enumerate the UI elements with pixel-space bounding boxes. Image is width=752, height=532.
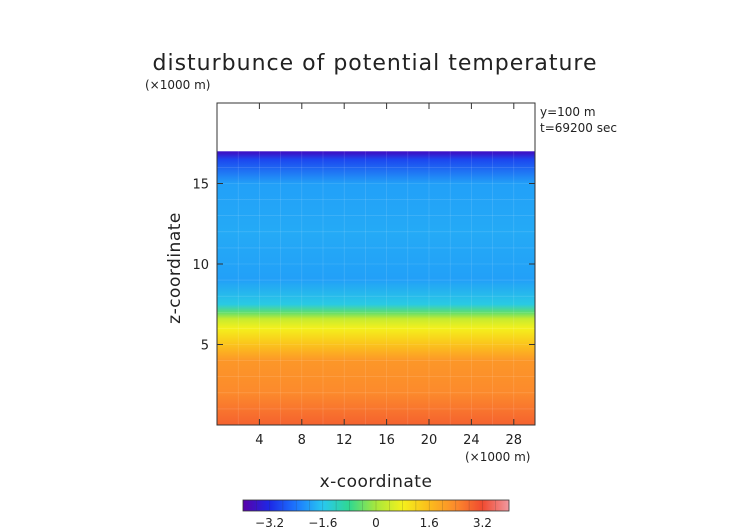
x-tick-label: 24 <box>463 433 480 448</box>
colorbar-tick-label: 3.2 <box>473 516 492 530</box>
colorbar-tick-label: −3.2 <box>255 516 284 530</box>
annotation-t: t=69200 sec <box>540 121 617 135</box>
colorbar: −3.2 −1.6 0 1.6 3.2 <box>242 499 510 530</box>
gridlines <box>217 151 535 425</box>
colorbar-ticks: −3.2 −1.6 0 1.6 3.2 <box>255 500 496 530</box>
x-tick-label: 16 <box>378 433 395 448</box>
y-axis: 5 10 15 <box>192 178 535 354</box>
x-tick-label: 8 <box>298 433 306 448</box>
x-tick-label: 28 <box>506 433 523 448</box>
chart-title: disturbunce of potential temperature <box>153 51 598 76</box>
y-tick-label: 15 <box>192 178 209 193</box>
annotation-y: y=100 m <box>540 105 596 119</box>
x-tick-label: 20 <box>421 433 438 448</box>
colorbar-tick-label: −1.6 <box>308 516 337 530</box>
colorbar-tick-label: 1.6 <box>420 516 439 530</box>
colorbar-tick-label: 0 <box>372 516 380 530</box>
y-unit-label: (×1000 m) <box>145 78 210 92</box>
heatmap-field <box>217 151 535 426</box>
colorbar-bar <box>242 499 510 512</box>
x-tick-label: 4 <box>255 433 263 448</box>
x-axis: 4 8 12 16 20 24 28 <box>255 103 522 448</box>
x-axis-label: x-coordinate <box>320 472 433 492</box>
y-axis-label: z-coordinate <box>165 212 185 324</box>
y-tick-label: 10 <box>192 258 209 273</box>
y-tick-label: 5 <box>201 339 209 354</box>
x-unit-label: (×1000 m) <box>465 450 530 464</box>
x-tick-label: 12 <box>336 433 353 448</box>
plot-area <box>216 102 536 426</box>
